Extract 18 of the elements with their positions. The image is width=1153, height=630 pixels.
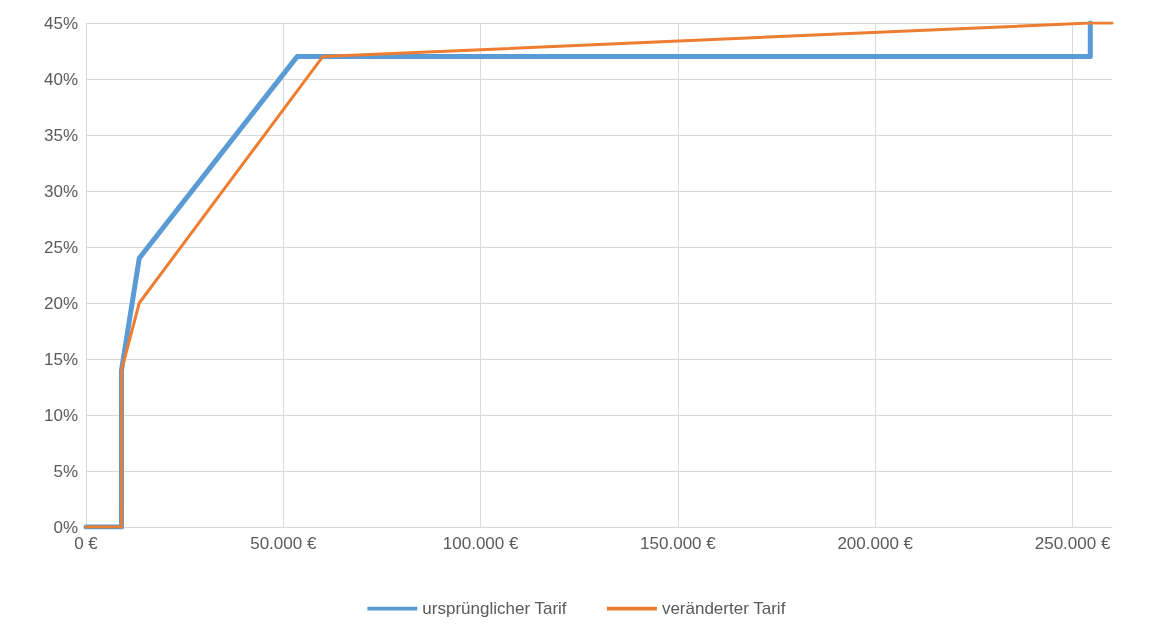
y-tick-label: 5% — [53, 461, 78, 481]
y-tick-label: 40% — [43, 69, 78, 89]
legend-label: ursprünglicher Tarif — [422, 599, 567, 618]
y-tick-label: 45% — [43, 13, 78, 33]
y-tick-label: 20% — [43, 293, 78, 313]
x-tick-label: 250.000 € — [1034, 534, 1111, 553]
y-tick-label: 0% — [53, 517, 78, 537]
y-tick-label: 35% — [43, 125, 78, 145]
legend-label: veränderter Tarif — [661, 599, 786, 618]
x-tick-label: 50.000 € — [250, 534, 317, 553]
x-tick-label: 100.000 € — [442, 534, 519, 553]
x-tick-label: 150.000 € — [640, 534, 717, 553]
x-tick-label: 0 € — [74, 534, 99, 553]
y-tick-label: 25% — [43, 237, 78, 257]
y-tick-label: 10% — [43, 405, 78, 425]
x-tick-label: 200.000 € — [837, 534, 914, 553]
y-tick-label: 15% — [43, 349, 78, 369]
y-tick-label: 30% — [43, 181, 78, 201]
